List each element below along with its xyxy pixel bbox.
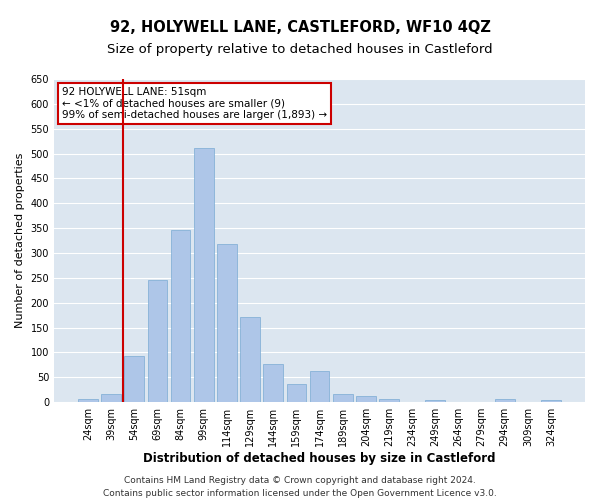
Y-axis label: Number of detached properties: Number of detached properties (15, 153, 25, 328)
Bar (287, 384, 306, 402)
Bar (541, 400, 561, 402)
X-axis label: Distribution of detached houses by size in Castleford: Distribution of detached houses by size … (143, 452, 496, 465)
Bar (240, 317, 260, 402)
Bar (356, 396, 376, 402)
Bar (194, 148, 214, 402)
Text: Size of property relative to detached houses in Castleford: Size of property relative to detached ho… (107, 42, 493, 56)
Bar (263, 364, 283, 402)
Bar (148, 280, 167, 402)
Bar (101, 394, 121, 402)
Bar (333, 394, 353, 402)
Bar (217, 244, 237, 402)
Bar (425, 400, 445, 402)
Text: 92, HOLYWELL LANE, CASTLEFORD, WF10 4QZ: 92, HOLYWELL LANE, CASTLEFORD, WF10 4QZ (110, 20, 490, 35)
Bar (78, 398, 98, 402)
Bar (124, 356, 144, 402)
Bar (171, 230, 190, 402)
Bar (495, 398, 515, 402)
Text: 92 HOLYWELL LANE: 51sqm
← <1% of detached houses are smaller (9)
99% of semi-det: 92 HOLYWELL LANE: 51sqm ← <1% of detache… (62, 87, 327, 120)
Text: Contains HM Land Registry data © Crown copyright and database right 2024.
Contai: Contains HM Land Registry data © Crown c… (103, 476, 497, 498)
Bar (310, 371, 329, 402)
Bar (379, 398, 399, 402)
